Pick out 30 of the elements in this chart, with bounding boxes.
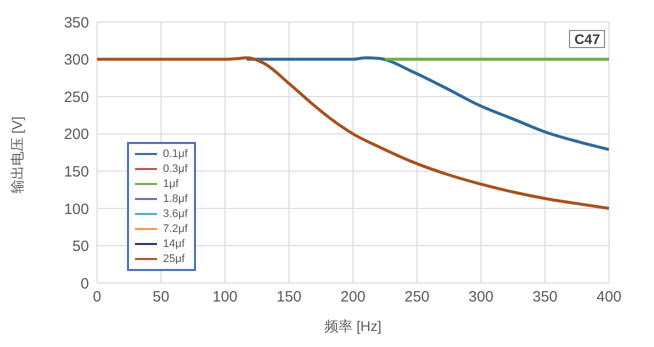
y-tick-label: 250 — [64, 88, 89, 106]
y-tick-label: 350 — [64, 14, 89, 32]
x-tick-label: 300 — [468, 288, 494, 306]
legend-label: 1.8μf — [163, 192, 188, 204]
y-tick-label: 100 — [64, 200, 89, 218]
legend-label: 7.2μf — [163, 222, 188, 234]
legend-label: 1μf — [163, 178, 179, 190]
y-tick-label: 50 — [72, 238, 89, 256]
y-axis-title: 输出电压 [V] — [9, 116, 26, 194]
line-series — [97, 56, 609, 210]
legend-label: 0.1μf — [163, 148, 188, 160]
x-tick-label: 200 — [340, 288, 366, 306]
x-axis-title: 频率 [Hz] — [324, 318, 382, 334]
legend-label: 25μf — [163, 252, 185, 264]
annotation: C47 — [569, 30, 605, 48]
legend-label: 3.6μf — [163, 208, 188, 220]
x-tick-label: 250 — [404, 288, 430, 306]
y-tick-label: 150 — [64, 163, 89, 180]
line-series — [245, 56, 609, 152]
x-tick-label: 150 — [276, 288, 302, 306]
x-tick-label: 350 — [532, 288, 558, 306]
x-tick-label: 50 — [152, 288, 170, 306]
x-tick-label: 400 — [596, 288, 622, 306]
legend-label: 14μf — [163, 238, 185, 250]
y-tick-label: 300 — [64, 52, 89, 69]
x-tick-label: 0 — [92, 288, 102, 306]
x-tick-label: 100 — [212, 288, 238, 306]
y-tick-label: 200 — [64, 126, 89, 144]
legend-label: 0.3μf — [163, 162, 188, 174]
y-tick-label: 0 — [80, 275, 89, 292]
